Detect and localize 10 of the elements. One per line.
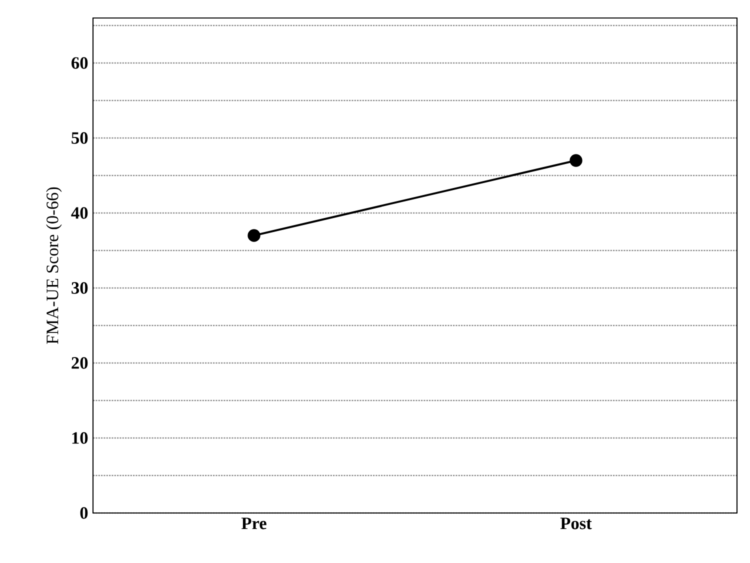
y-tick-label: 20 [72,357,88,369]
y-tick-label: 50 [72,132,88,144]
x-tick-label: Post [560,518,592,530]
y-tick-label: 40 [71,207,88,219]
y-axis-title: FMA-UE Score (0-66) [46,187,62,344]
y-tick-label: 0 [80,507,88,519]
y-tick-label: 60 [72,57,88,69]
x-tick-label: Pre [241,518,266,530]
y-tick-label: 10 [72,432,88,444]
y-tick-label: 30 [72,282,88,294]
